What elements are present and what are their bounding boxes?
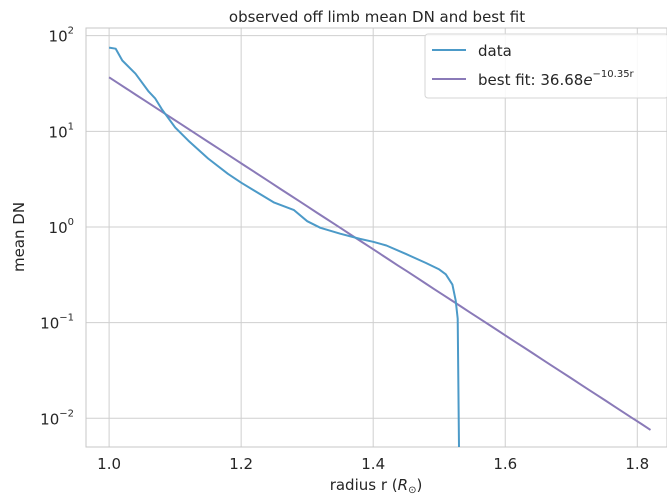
legend-label-fit-prefix: best fit: 36.68 [478,71,583,89]
grid [86,28,667,447]
y-tick-label: 100 [49,217,74,237]
legend-label-fit: best fit: 36.68e−10.35r [478,69,635,89]
y-axis-ticks: 102 101 100 10−1 10−2 [40,26,74,429]
y-tick-label: 101 [49,121,74,141]
chart-title: observed off limb mean DN and best fit [229,8,525,26]
y-axis-label: mean DN [10,202,28,272]
legend-label-fit-exponent: −10.35r [593,69,635,80]
legend-label-fit-var: e [583,71,592,89]
x-axis-label: radius r (R⊙) [330,476,423,496]
x-tick-label: 1.4 [361,455,385,473]
y-tick-label: 10−2 [40,408,74,428]
x-axis-label-var: R [398,476,408,494]
x-axis-label-main: radius r ( [330,476,398,494]
legend: data best fit: 36.68e−10.35r [424,33,667,99]
series [108,46,652,448]
plot-frame [85,27,667,448]
x-axis-label-sub: ⊙ [408,485,416,496]
legend-label-data: data [478,42,512,60]
x-tick-label: 1.6 [493,455,517,473]
series-line-fit [108,76,652,431]
legend-box [424,33,667,99]
x-axis-label-close: ) [416,476,422,494]
x-tick-label: 1.2 [229,455,253,473]
x-tick-label: 1.0 [97,455,121,473]
series-line-data [108,46,460,448]
y-tick-label: 10−1 [40,313,74,333]
y-tick-label: 102 [49,26,74,46]
x-axis-ticks: 1.0 1.2 1.4 1.6 1.8 [97,455,649,473]
x-tick-label: 1.8 [625,455,649,473]
